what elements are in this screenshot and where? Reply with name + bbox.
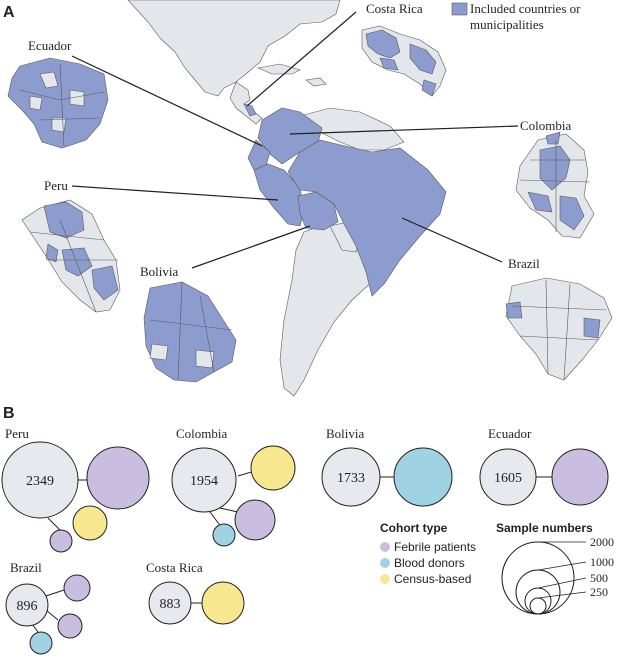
- map-label-colombia: Colombia: [520, 118, 572, 133]
- brazil-blood-circle: [29, 631, 53, 655]
- peru-census-circle: [72, 505, 108, 541]
- legend-included-line1: Included countries or: [470, 1, 581, 16]
- legend-blood-swatch: [380, 558, 390, 568]
- brazil-febrile-circle-2: [57, 613, 83, 639]
- colombia-blood-circle: [212, 523, 236, 547]
- inset-costa-rica: [361, 25, 447, 97]
- legend-included-swatch: [451, 2, 468, 16]
- size-legend-2000: 2000: [590, 535, 614, 549]
- brazil-main: [287, 139, 447, 297]
- ecuador-total-circle: [479, 448, 537, 506]
- size-legend-circles: [501, 541, 575, 615]
- costa-rica-census-circle: [201, 581, 245, 625]
- inset-colombia: [515, 131, 595, 239]
- pointer-lines: [71, 11, 519, 269]
- costa-rica-main: [243, 103, 257, 117]
- inset-ecuador: [7, 57, 109, 149]
- peru-febrile-circle-2: [49, 529, 73, 553]
- colombia-febrile-circle: [234, 499, 276, 541]
- central-america-land: [229, 81, 263, 125]
- legend-febrile-swatch: [380, 542, 390, 552]
- panel-b-label: B: [3, 405, 15, 422]
- bolivia-total-value: 1733: [337, 471, 365, 486]
- map-label-ecuador: Ecuador: [28, 38, 72, 53]
- cuba: [256, 63, 301, 75]
- brazil-total-value: 896: [17, 599, 38, 614]
- brazil-total-circle: [5, 583, 49, 627]
- size-legend-500: 500: [590, 571, 608, 585]
- colombia-census-circle: [250, 445, 296, 491]
- costa-rica-total-value: 883: [160, 597, 181, 612]
- bolivia-total-circle: [321, 447, 381, 507]
- peru-title: Peru: [5, 426, 29, 441]
- costa-rica-title: Costa Rica: [146, 560, 203, 575]
- costa-rica-total-circle: [148, 581, 192, 625]
- size-legend-leaders: [537, 541, 587, 599]
- size-legend-1000: 1000: [590, 555, 614, 569]
- legend-included-line2: municipalities: [470, 17, 544, 32]
- brazil-febrile-circle-1: [63, 574, 91, 602]
- map-label-peru: Peru: [44, 178, 68, 193]
- peru-total-circle: [1, 441, 79, 519]
- ecuador-febrile-circle: [551, 448, 609, 506]
- inset-brazil: [505, 277, 613, 381]
- legend-census-swatch: [380, 574, 390, 584]
- hispaniola: [305, 77, 327, 87]
- bolivia-blood-circle: [393, 447, 453, 507]
- ecuador-title: Ecuador: [488, 426, 532, 441]
- map-label-brazil: Brazil: [508, 256, 540, 271]
- size-legend-250: 250: [590, 585, 608, 599]
- cohort-legend-title: Cohort type: [380, 521, 448, 535]
- main-map: [127, 0, 447, 397]
- venezuela-guianas: [299, 107, 405, 151]
- colombia-total-circle: [171, 447, 237, 513]
- brazil-title: Brazil: [10, 560, 42, 575]
- ecuador-total-value: 1605: [494, 471, 522, 486]
- bolivia-title: Bolivia: [326, 426, 365, 441]
- map-label-bolivia: Bolivia: [140, 264, 179, 279]
- inset-peru: [21, 199, 121, 313]
- size-legend-title: Sample numbers: [496, 521, 593, 535]
- colombia-title: Colombia: [176, 426, 228, 441]
- map-label-costa-rica: Costa Rica: [366, 1, 423, 16]
- peru-febrile-circle-1: [86, 446, 150, 510]
- legend-census-label: Census-based: [394, 572, 471, 586]
- peru-total-value: 2349: [26, 474, 54, 489]
- legend-blood-label: Blood donors: [394, 556, 465, 570]
- legend-febrile-label: Febrile patients: [394, 540, 476, 554]
- inset-bolivia: [143, 281, 237, 383]
- colombia-total-value: 1954: [190, 474, 218, 489]
- panel-a-label: A: [3, 4, 15, 21]
